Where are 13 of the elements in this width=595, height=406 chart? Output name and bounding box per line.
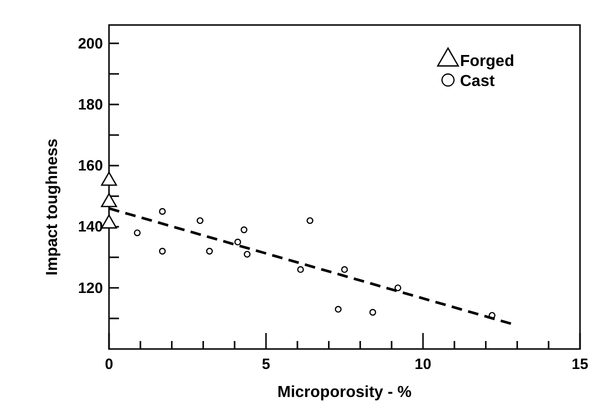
y-axis-title: Impact toughness	[44, 138, 61, 276]
legend-label: Cast	[460, 73, 496, 90]
y-tick-label: 140	[78, 218, 103, 236]
y-tick-label: 200	[78, 35, 103, 52]
y-tick-label: 160	[78, 158, 103, 175]
legend-label: Forged	[460, 53, 514, 70]
x-tick-label: 5	[262, 356, 270, 373]
x-tick-label: 10	[414, 356, 432, 373]
x-tick-label: 15	[572, 356, 588, 373]
y-tick-label: 180	[78, 96, 103, 114]
y-tick-label: 120	[78, 280, 103, 297]
x-tick-label: 0	[104, 356, 114, 373]
x-axis-title: Microporosity - %	[277, 384, 412, 401]
